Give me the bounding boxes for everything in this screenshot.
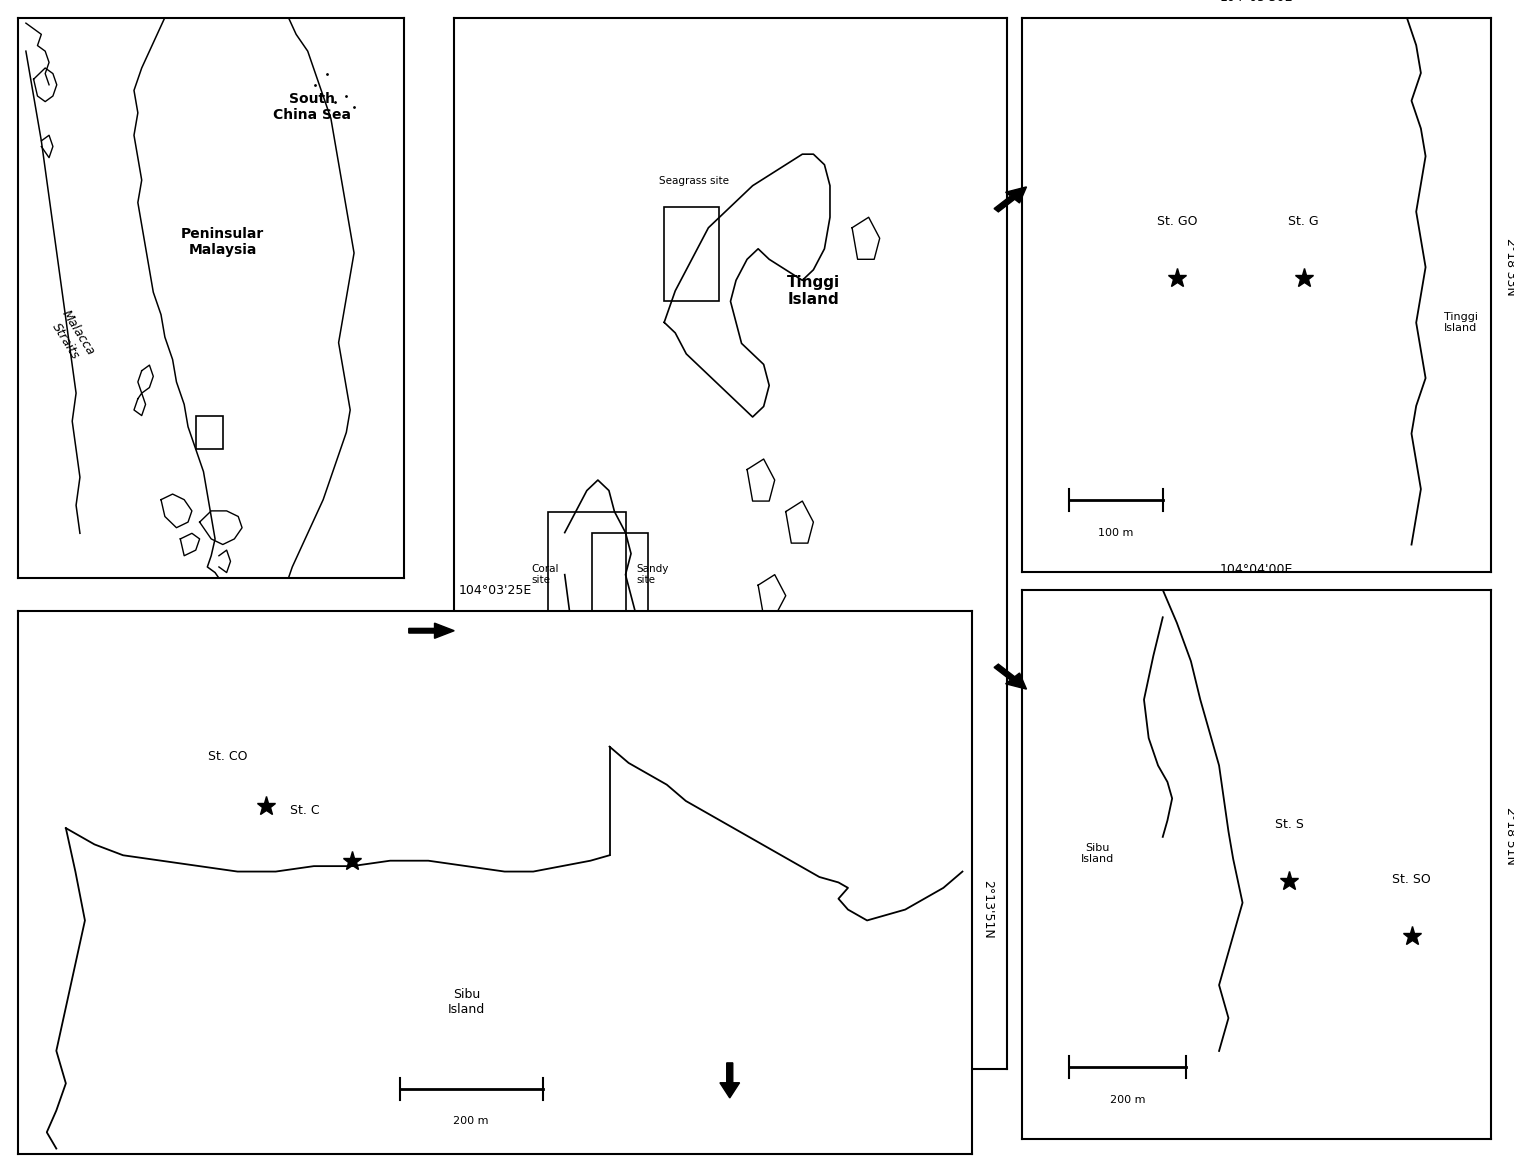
Text: 2°18'51N: 2°18'51N	[1503, 807, 1514, 867]
Text: 104°03'25E: 104°03'25E	[459, 584, 531, 597]
Bar	[592, 533, 648, 638]
Bar	[548, 512, 625, 648]
Text: 2°13'51N: 2°13'51N	[981, 881, 995, 939]
Text: St. SO: St. SO	[1393, 874, 1431, 887]
Bar	[195, 416, 223, 450]
Text: St. S: St. S	[1275, 819, 1304, 832]
Text: St. GO: St. GO	[1157, 215, 1198, 229]
Text: Sandy
site: Sandy site	[636, 564, 669, 585]
Text: 200 m: 200 m	[454, 1115, 489, 1126]
Text: Seagrass site: Seagrass site	[659, 175, 728, 186]
Bar	[665, 207, 719, 301]
Text: South
China Sea: South China Sea	[273, 92, 351, 123]
Text: Peninsular
Malaysia: Peninsular Malaysia	[182, 227, 265, 257]
Text: St. C: St. C	[289, 805, 319, 818]
Text: Coral
site: Coral site	[531, 564, 559, 585]
Text: St. CO: St. CO	[209, 750, 248, 763]
Text: 100 m: 100 m	[1098, 528, 1134, 538]
Text: Sibu
Island: Sibu Island	[704, 705, 757, 738]
Text: 104°04'00E: 104°04'00E	[1220, 563, 1293, 576]
Text: Tinggi
Island: Tinggi Island	[1444, 312, 1478, 333]
Text: 200 m: 200 m	[1110, 1094, 1145, 1105]
Text: St. G: St. G	[1288, 215, 1319, 229]
Text: Sibu
Island: Sibu Island	[1081, 842, 1114, 864]
Text: Malacca
Straits: Malacca Straits	[47, 308, 97, 366]
Text: 104°05'30E: 104°05'30E	[1220, 0, 1293, 4]
Text: Sibu
Island: Sibu Island	[448, 988, 484, 1016]
Text: 2°18'33N: 2°18'33N	[1503, 238, 1514, 297]
Text: Tinggi
Island: Tinggi Island	[787, 274, 840, 307]
